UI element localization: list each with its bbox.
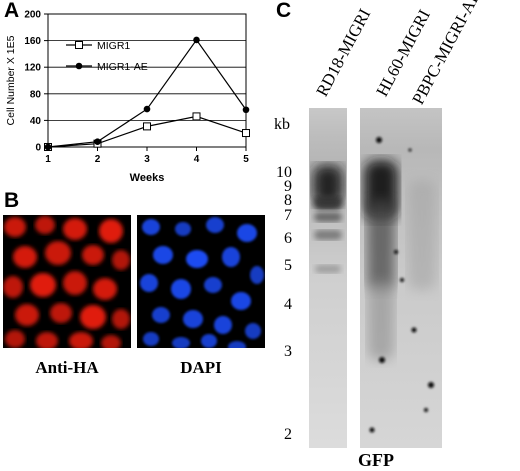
cell [4, 217, 26, 237]
kb-marker: 10 [276, 164, 292, 181]
data-point-migr1 [242, 129, 250, 138]
cell [201, 334, 217, 348]
x-tick-label: 5 [243, 154, 249, 165]
panel-c: C RD18-MIGRI HL60-MIGRI PBPC-MIGRI-AE kb… [268, 0, 520, 470]
legend-label: MIGR1 [97, 40, 130, 52]
legend-label: MIGR1-AE [97, 61, 148, 73]
cell [237, 224, 257, 242]
cell [228, 341, 246, 348]
cell [35, 216, 55, 234]
data-point-migr1 [143, 122, 151, 131]
kb-marker: 7 [284, 207, 292, 224]
x-axis-title: Weeks [130, 172, 165, 184]
panel-a: A 0 40 80 120 160 200 1 2 3 4 5 Weeks Cell Number X … [0, 0, 260, 195]
data-point-migr1-ae [44, 143, 52, 151]
cell [204, 277, 222, 293]
kb-marker: 3 [284, 343, 292, 360]
anti-ha-caption: Anti-HA [35, 358, 99, 377]
cell [222, 247, 240, 267]
cell [3, 276, 23, 298]
cell [143, 332, 159, 346]
cell [82, 245, 104, 265]
kb-marker: 6 [284, 230, 292, 247]
y-tick-label: 40 [30, 116, 42, 127]
gfp-probe-caption: GFP [358, 450, 394, 470]
cell [140, 274, 158, 292]
legend-marker [75, 62, 83, 70]
y-tick-label: 80 [30, 89, 42, 100]
data-point-migr1 [192, 112, 201, 121]
legend-marker [75, 41, 83, 49]
x-tick-label: 4 [194, 154, 200, 165]
kb-unit-label: kb [274, 116, 290, 133]
cell [63, 271, 87, 295]
cell [231, 292, 251, 310]
data-point-migr1-ae [242, 106, 250, 114]
kb-marker: 9 [284, 178, 292, 195]
cell [172, 337, 190, 348]
kb-marker: 2 [284, 426, 292, 443]
panel-b-letter: B [4, 189, 20, 212]
dapi-micrograph [137, 215, 265, 348]
kb-marker: 8 [284, 192, 292, 209]
cell [101, 335, 121, 348]
cell [45, 241, 71, 265]
cell [80, 305, 106, 329]
growth-line-chart: 0 40 80 120 160 200 1 2 3 4 5 Weeks Cell Number X 1E… [5, 10, 250, 184]
cell [250, 266, 264, 284]
cell [69, 332, 93, 348]
southern-blot-image [309, 108, 442, 448]
cell [30, 273, 56, 297]
cell [186, 250, 208, 268]
cell [112, 250, 130, 270]
cell [214, 316, 232, 334]
kb-marker: 4 [284, 296, 292, 313]
cell [153, 246, 173, 264]
kb-marker: 5 [284, 257, 292, 274]
data-point-migr1-ae [94, 138, 101, 145]
cell [15, 304, 39, 326]
cell [36, 332, 58, 348]
y-tick-label: 0 [35, 143, 41, 154]
data-point-migr1-ae [193, 36, 200, 44]
dapi-caption: DAPI [180, 358, 222, 377]
cell [5, 330, 25, 348]
y-tick-label: 160 [24, 36, 41, 47]
cell [99, 219, 123, 243]
cell [206, 217, 224, 233]
cell [50, 303, 72, 323]
x-tick-label: 1 [45, 154, 51, 165]
y-axis-title: Cell Number X 1E5 [5, 35, 17, 125]
x-tick-label: 2 [95, 154, 101, 165]
cell [63, 218, 87, 240]
y-tick-label: 200 [24, 10, 41, 21]
data-point-migr1-ae [143, 105, 151, 113]
series-line [47, 115, 247, 148]
anti-ha-micrograph [3, 215, 131, 348]
panel-a-letter: A [4, 0, 20, 22]
cell [142, 219, 160, 235]
cell [152, 307, 170, 323]
x-tick-label: 3 [144, 154, 150, 165]
y-tick-label: 120 [24, 63, 41, 74]
cell [171, 279, 191, 299]
panel-c-letter: C [276, 0, 292, 22]
cell [93, 278, 117, 300]
cell [175, 222, 191, 236]
cell [245, 323, 261, 339]
cell [183, 310, 203, 328]
cell [13, 246, 37, 268]
cell [112, 309, 130, 329]
panel-b: B Anti-HA DAPI [0, 189, 270, 400]
